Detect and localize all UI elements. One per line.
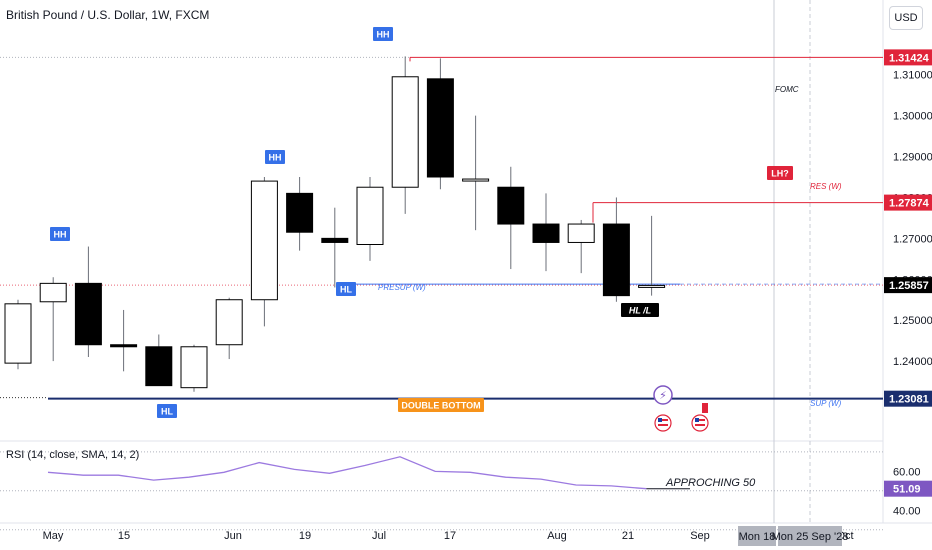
axes: 1.310001.300001.290001.280001.270001.260…: [43, 49, 932, 546]
rsi-value-label: 51.09: [893, 484, 921, 496]
candle-down: [321, 237, 349, 243]
candles: [4, 56, 666, 392]
flag-stripe: [658, 419, 668, 421]
rsi-title: RSI (14, close, SMA, 14, 2): [6, 449, 140, 461]
cursor-date-label: Mon 25 Sep '23: [772, 531, 849, 543]
price-tick-label: 1.29000: [893, 152, 932, 164]
candle-down: [426, 78, 454, 178]
candle-up: [4, 303, 32, 364]
pivot-label-lh-bg: [767, 166, 793, 180]
us-flag-event-icon: [654, 414, 672, 432]
price-tick-label: 1.30000: [893, 111, 932, 123]
candle-up: [180, 346, 208, 389]
annotations: HH HH HH HL HL HL /L LH? FOMC RES (W) PRESUP (W) S…: [50, 27, 842, 432]
candle-up: [567, 223, 595, 243]
candle-up: [462, 178, 490, 182]
price-label: 1.31424: [889, 52, 930, 64]
rsi-annotation: APPROCHING 50: [665, 477, 756, 489]
time-tick-label: 15: [118, 530, 130, 542]
price-tick-label: 1.31000: [893, 70, 932, 82]
flag-stripe: [695, 419, 705, 421]
price-label-bg: [884, 194, 932, 211]
candle-down: [110, 344, 138, 348]
lightning-event-icon: [653, 385, 673, 405]
candle-up: [356, 186, 384, 246]
time-tick-label: Jun: [224, 530, 242, 542]
chart-title: British Pound / U.S. Dollar, 1W, FXCM: [6, 8, 210, 22]
flag-canton: [658, 418, 662, 422]
candle-down: [286, 192, 314, 233]
time-tick-label: Sep: [690, 530, 710, 542]
pivot-label-hl-l: HL /L: [629, 306, 651, 316]
pivot-label-hh: HH: [377, 30, 390, 40]
candle-down: [74, 282, 102, 346]
rsi-line: [47, 456, 647, 490]
event-marker-icon: [702, 403, 708, 413]
rsi-tick-label: 40.00: [893, 505, 921, 517]
flag-stripe: [658, 424, 668, 426]
rsi-tick-label: 60.00: [893, 466, 921, 478]
time-tick-label: 17: [444, 530, 456, 542]
time-tick-label: Aug: [547, 530, 567, 542]
candle-up: [391, 76, 419, 188]
cursor-date-bg: [738, 526, 776, 546]
time-tick-label: 21: [622, 530, 634, 542]
flag-stripe: [695, 424, 705, 426]
sup-line-label: SUP (W): [810, 399, 842, 408]
fomc-note: FOMC: [775, 85, 799, 94]
pivot-label-hh-bg: [373, 27, 393, 41]
price-label: 1.23081: [889, 394, 929, 406]
price-label-bg: [884, 277, 932, 294]
pivot-label-hl-l-bg: [621, 303, 659, 317]
candle-up: [250, 180, 278, 301]
double-bottom-badge: DOUBLE BOTTOM: [401, 401, 480, 411]
pivot-label-hh-bg: [50, 227, 70, 241]
pivot-label-hh-bg: [265, 150, 285, 164]
candle-down: [532, 223, 560, 243]
price-tick-label: 1.24000: [893, 356, 932, 368]
pivot-label-hl: HL: [340, 285, 352, 295]
candle-up: [215, 299, 243, 346]
cursor-date-label: Mon 18: [739, 531, 776, 543]
price-label-bg: [884, 49, 932, 66]
us-flag-event-icon: [691, 414, 709, 432]
pivot-label-lh: LH?: [771, 169, 789, 179]
time-tick-label: May: [43, 530, 64, 542]
time-tick-label: Jul: [372, 530, 386, 542]
candle-up: [638, 284, 666, 288]
pivot-label-hl-bg: [336, 282, 356, 296]
candle-down: [602, 223, 630, 297]
currency-button[interactable]: USD: [889, 6, 923, 30]
pivot-label-hh: HH: [54, 230, 67, 240]
pivot-label-hh: HH: [269, 153, 282, 163]
time-tick-label: 19: [299, 530, 311, 542]
price-label: 1.27874: [889, 198, 930, 210]
price-tick-label: 1.27000: [893, 233, 932, 245]
grid-lines: [0, 0, 932, 524]
candle-down: [497, 186, 525, 225]
res-line-label: RES (W): [810, 182, 842, 191]
rsi-value-bg: [884, 480, 932, 497]
candle-down: [145, 346, 173, 387]
price-label: 1.25857: [889, 280, 929, 292]
price-label-bg: [884, 390, 932, 407]
presup-line-label: PRESUP (W): [378, 283, 426, 292]
flag-canton: [695, 418, 699, 422]
pivot-label-hl: HL: [161, 407, 173, 417]
double-bottom-badge-bg: [398, 398, 484, 412]
lightning-icon: ⚡: [659, 389, 667, 402]
cursor-date-bg: [778, 526, 842, 546]
candle-up: [39, 282, 67, 303]
rsi-pane: APPROCHING 50 60.00 40.00 51.09: [0, 451, 932, 531]
price-tick-label: 1.25000: [893, 315, 932, 327]
pivot-label-hl-bg: [157, 404, 177, 418]
